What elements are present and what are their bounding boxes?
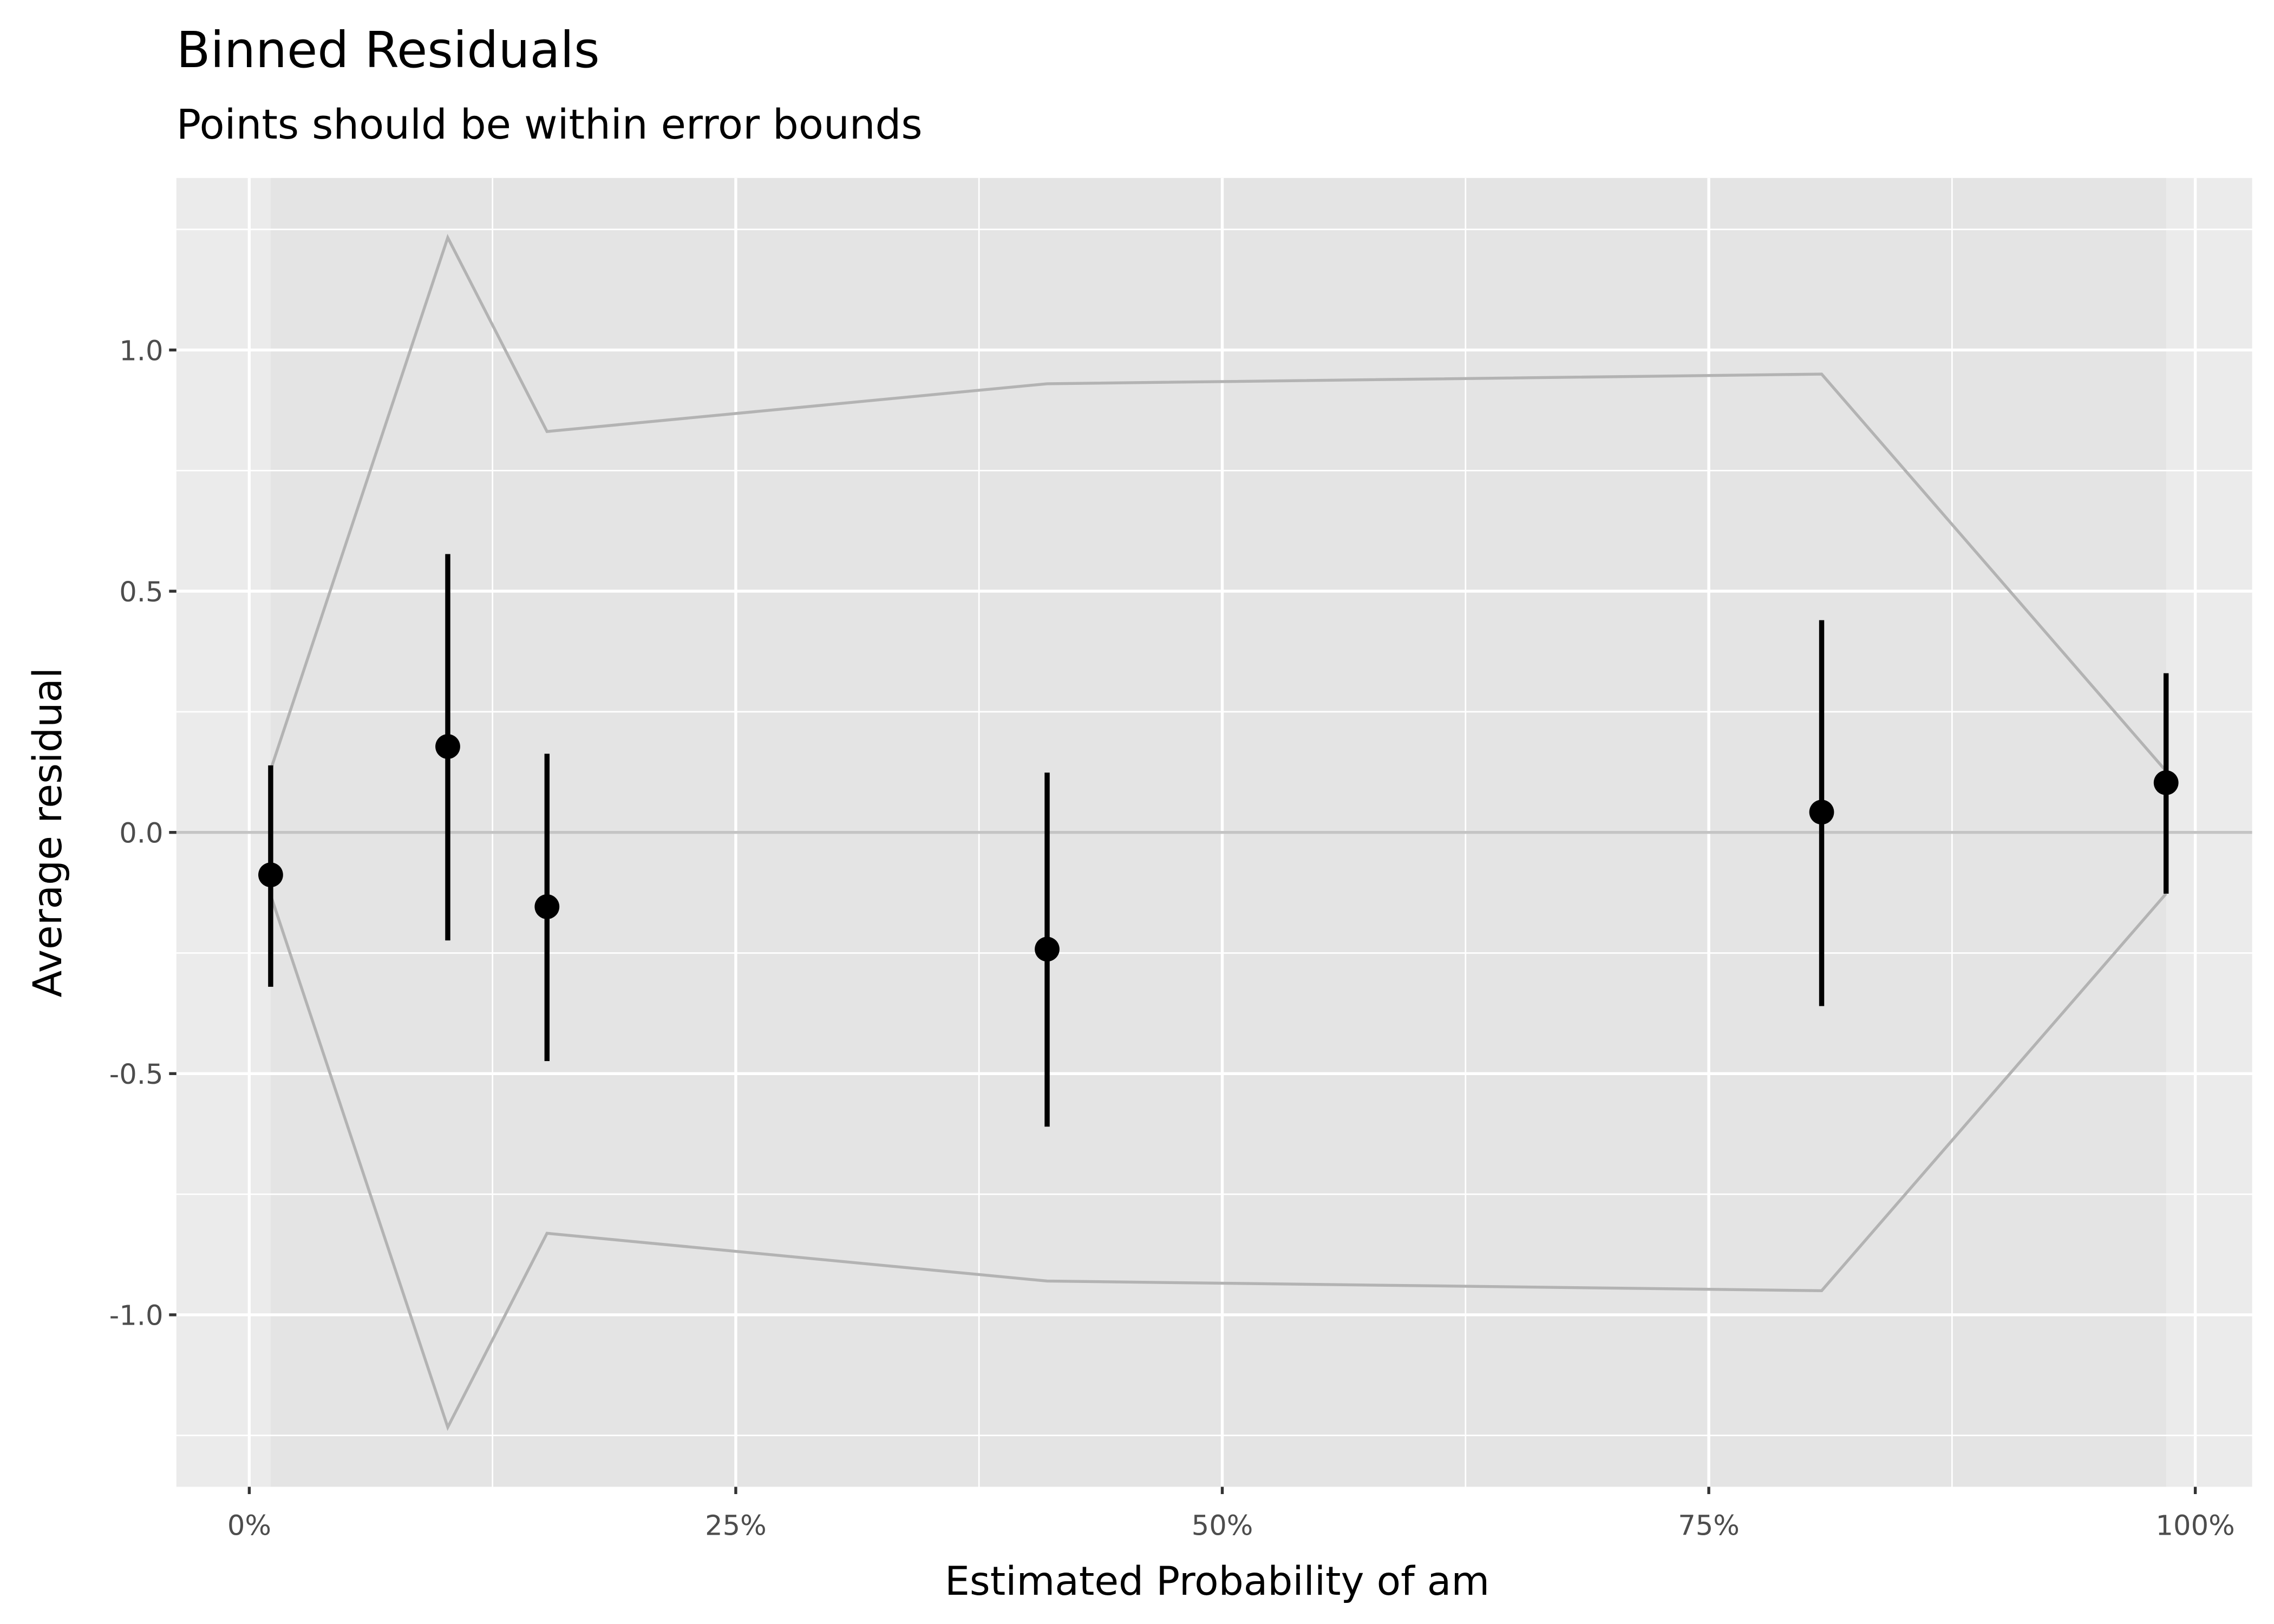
x-axis-label: Estimated Probability of am	[945, 1559, 1489, 1605]
residual-point	[534, 894, 560, 919]
y-tick-label: 0.0	[119, 818, 163, 850]
residual-point	[1809, 800, 1834, 825]
y-axis-label: Average residual	[25, 667, 71, 998]
upper-error-bound	[269, 233, 2167, 772]
x-tick-label: 100%	[2156, 1510, 2235, 1542]
residual-point	[258, 862, 283, 887]
y-tick-label: -1.0	[109, 1300, 164, 1332]
lower-error-bound	[269, 893, 2167, 1431]
plot-panel	[176, 178, 2252, 1487]
chart-title: Binned Residuals	[177, 21, 600, 79]
x-tick-label: 50%	[1192, 1510, 1253, 1542]
residual-point	[2153, 770, 2179, 795]
x-axis: 0% 25% 50% 75% 100%	[227, 1487, 2235, 1542]
y-axis: -1.0 -0.5 0.0 0.5 1.0	[109, 335, 177, 1332]
residual-point	[435, 734, 460, 759]
residual-point	[1035, 937, 1060, 962]
x-tick-label: 75%	[1678, 1510, 1740, 1542]
y-tick-label: 1.0	[119, 335, 163, 367]
y-tick-label: -0.5	[109, 1059, 164, 1091]
x-tick-label: 25%	[705, 1510, 767, 1542]
chart-subtitle: Points should be within error bounds	[177, 101, 923, 148]
x-tick-label: 0%	[227, 1510, 271, 1542]
y-tick-label: 0.5	[119, 577, 163, 608]
